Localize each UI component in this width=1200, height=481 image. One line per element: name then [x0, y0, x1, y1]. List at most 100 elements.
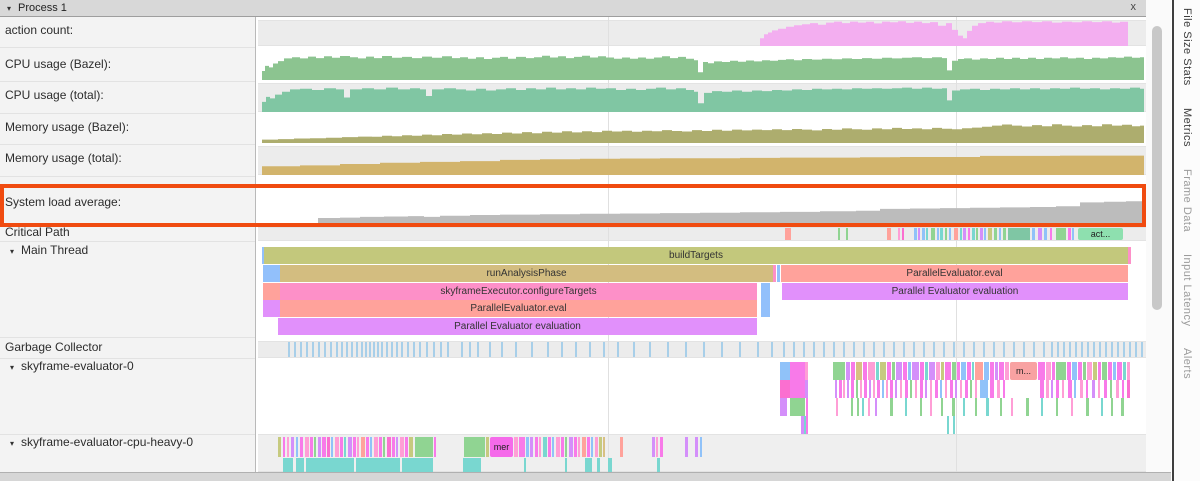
- event-tick[interactable]: [953, 416, 955, 434]
- flame-slice-fragment[interactable]: [263, 282, 280, 300]
- event-tick[interactable]: [853, 342, 855, 357]
- flame-slice[interactable]: ParallelEvaluator.eval: [280, 300, 757, 318]
- event-tick[interactable]: [278, 437, 281, 457]
- event-tick[interactable]: [357, 437, 359, 457]
- event-tick[interactable]: [920, 362, 924, 380]
- event-tick[interactable]: [804, 416, 806, 434]
- event-tick[interactable]: [785, 228, 791, 240]
- event-tick[interactable]: [886, 380, 888, 398]
- event-tick[interactable]: [603, 342, 605, 357]
- event-tick[interactable]: [980, 380, 988, 398]
- event-tick[interactable]: [413, 342, 415, 357]
- event-tick[interactable]: [780, 398, 787, 416]
- event-tick[interactable]: [1110, 380, 1112, 398]
- event-tick[interactable]: [1072, 228, 1074, 240]
- event-tick[interactable]: [890, 398, 893, 416]
- event-tick[interactable]: [1086, 398, 1089, 416]
- event-tick[interactable]: [526, 437, 529, 457]
- event-tick[interactable]: [771, 342, 773, 357]
- event-tick[interactable]: [912, 362, 919, 380]
- event-tick[interactable]: [396, 342, 398, 357]
- event-tick[interactable]: [1072, 362, 1077, 380]
- event-tick[interactable]: [903, 362, 907, 380]
- event-tick[interactable]: [805, 362, 808, 380]
- event-tick[interactable]: [700, 437, 702, 457]
- event-tick[interactable]: [999, 228, 1001, 240]
- event-tick[interactable]: [780, 362, 790, 380]
- event-tick[interactable]: [633, 342, 635, 357]
- event-tick[interactable]: [790, 380, 805, 398]
- event-tick[interactable]: [945, 228, 947, 240]
- event-tick[interactable]: [1122, 380, 1124, 398]
- event-tick[interactable]: [1063, 342, 1065, 357]
- event-tick[interactable]: [1113, 362, 1116, 380]
- event-tick[interactable]: [1068, 228, 1071, 240]
- event-tick[interactable]: [381, 342, 383, 357]
- event-tick[interactable]: [1081, 342, 1083, 357]
- event-tick[interactable]: [903, 342, 905, 357]
- chart-cpu-usage-bazel[interactable]: [262, 50, 1146, 80]
- event-tick[interactable]: [972, 362, 974, 380]
- event-tick[interactable]: [935, 380, 938, 398]
- event-tick[interactable]: [649, 342, 651, 357]
- event-tick[interactable]: [806, 398, 808, 416]
- event-tick[interactable]: [806, 416, 808, 434]
- event-tick[interactable]: [1117, 342, 1119, 357]
- flame-slice[interactable]: Parallel Evaluator evaluation: [278, 318, 757, 336]
- event-tick[interactable]: [322, 437, 326, 457]
- event-tick[interactable]: [377, 342, 379, 357]
- track-label-skyframe-evaluator-cpu-heavy-0[interactable]: ▾ skyframe-evaluator-cpu-heavy-0: [10, 435, 193, 449]
- event-tick[interactable]: [369, 342, 371, 357]
- event-tick[interactable]: [918, 228, 920, 240]
- event-tick[interactable]: [543, 437, 547, 457]
- event-tick[interactable]: [790, 362, 805, 380]
- event-tick[interactable]: [539, 437, 541, 457]
- event-tick[interactable]: [851, 380, 854, 398]
- event-tick[interactable]: [803, 342, 805, 357]
- event-tick[interactable]: [340, 437, 343, 457]
- event-tick[interactable]: [327, 437, 330, 457]
- event-tick[interactable]: [331, 437, 333, 457]
- event-tick[interactable]: [993, 342, 995, 357]
- event-tick[interactable]: [1101, 398, 1103, 416]
- event-tick[interactable]: [599, 437, 602, 457]
- event-tick[interactable]: [314, 437, 316, 457]
- flame-slice-fragment[interactable]: [761, 282, 770, 300]
- event-tick[interactable]: [574, 437, 577, 457]
- event-tick[interactable]: [1040, 380, 1044, 398]
- event-tick[interactable]: [860, 380, 862, 398]
- sidebar-tab-input-latency[interactable]: Input Latency: [1181, 253, 1193, 327]
- collapse-triangle-icon[interactable]: ▾: [10, 363, 15, 372]
- event-tick[interactable]: [963, 228, 966, 240]
- event-tick[interactable]: [1043, 342, 1045, 357]
- event-tick[interactable]: [920, 398, 922, 416]
- event-tick[interactable]: [1062, 380, 1064, 398]
- event-tick[interactable]: [1121, 398, 1124, 416]
- event-tick[interactable]: [365, 342, 367, 357]
- event-tick[interactable]: [501, 342, 503, 357]
- event-tick[interactable]: [407, 342, 409, 357]
- event-tick[interactable]: [1098, 380, 1100, 398]
- event-tick[interactable]: [790, 398, 805, 416]
- sidebar-tab-metrics[interactable]: Metrics: [1181, 107, 1193, 147]
- event-tick[interactable]: [1093, 342, 1095, 357]
- event-tick[interactable]: [652, 437, 655, 457]
- event-tick[interactable]: [1123, 342, 1125, 357]
- event-tick[interactable]: [464, 437, 485, 457]
- event-tick[interactable]: [963, 398, 965, 416]
- event-tick[interactable]: [379, 437, 382, 457]
- event-tick[interactable]: [1116, 380, 1119, 398]
- event-tick[interactable]: [565, 458, 567, 472]
- event-tick[interactable]: [1046, 362, 1051, 380]
- event-tick[interactable]: [976, 228, 978, 240]
- event-tick[interactable]: [1105, 342, 1107, 357]
- event-tick[interactable]: [296, 458, 304, 472]
- event-tick[interactable]: [887, 228, 891, 240]
- event-tick[interactable]: [306, 342, 308, 357]
- event-tick[interactable]: [1003, 228, 1006, 240]
- event-tick[interactable]: [793, 342, 795, 357]
- event-tick[interactable]: [341, 342, 343, 357]
- flame-slice-fragment[interactable]: [761, 300, 770, 318]
- event-tick[interactable]: [721, 342, 723, 357]
- event-tick[interactable]: [300, 437, 303, 457]
